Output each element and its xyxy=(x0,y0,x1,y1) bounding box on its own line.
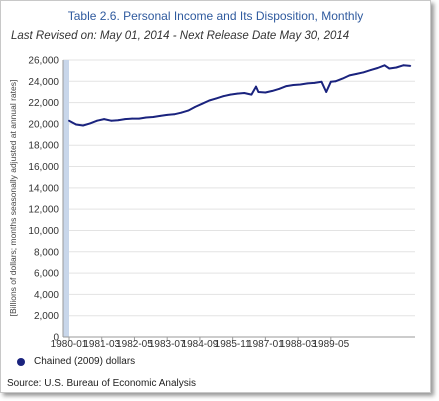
data-point xyxy=(194,106,197,108)
data-point xyxy=(299,83,302,86)
legend: Chained (2009) dollars xyxy=(17,356,135,367)
data-point xyxy=(152,116,155,118)
y-tick-label: 14,000 xyxy=(28,183,59,194)
series-line-chained-2009-dollars xyxy=(68,64,411,127)
x-tick-label: 1981-03 xyxy=(83,339,120,350)
data-point xyxy=(75,123,77,126)
data-point xyxy=(243,92,246,94)
data-point xyxy=(341,77,344,80)
data-point xyxy=(236,92,239,95)
data-point xyxy=(201,102,204,105)
x-tick-label: 1989-05 xyxy=(312,339,349,350)
data-point xyxy=(89,122,91,125)
y-tick-label: 12,000 xyxy=(28,205,59,216)
chart-frame: Table 2.6. Personal Income and Its Dispo… xyxy=(0,0,431,393)
y-tick-label: 16,000 xyxy=(28,162,59,173)
data-point xyxy=(103,118,105,120)
gridlines xyxy=(63,59,415,317)
data-point xyxy=(313,82,316,84)
data-point xyxy=(250,93,253,96)
data-point xyxy=(180,111,183,114)
y-tick-label: 2,000 xyxy=(34,311,59,322)
y-tick-label: 18,000 xyxy=(28,141,59,152)
y-tick-label: 0 xyxy=(53,333,59,344)
chart-plot: 0 2,000 4,000 6,000 8,000 10,000 12,000 14,000 1… xyxy=(8,56,415,350)
data-point xyxy=(159,115,162,117)
data-point xyxy=(68,119,70,122)
x-tick-label: 1983-07 xyxy=(149,339,186,350)
data-point xyxy=(131,117,134,120)
source-note: Source: U.S. Bureau of Economic Analysis xyxy=(7,378,196,389)
data-point xyxy=(229,93,232,96)
data-point xyxy=(334,80,337,83)
data-point xyxy=(215,97,218,100)
data-point xyxy=(124,118,126,120)
data-point xyxy=(285,85,288,87)
data-point xyxy=(409,65,412,67)
x-tick-label: 1984-09 xyxy=(182,339,219,350)
data-point xyxy=(402,64,405,67)
y-tick-labels: 0 2,000 4,000 6,000 8,000 10,000 12,000 14,000 1… xyxy=(28,56,59,344)
data-point xyxy=(376,67,379,69)
series-points xyxy=(68,64,412,127)
data-point xyxy=(166,114,169,116)
y-tick-label: 10,000 xyxy=(28,226,59,237)
y-tick-label: 8,000 xyxy=(34,247,59,258)
data-point xyxy=(138,117,141,120)
legend-label: Chained (2009) dollars xyxy=(34,356,136,367)
data-point xyxy=(383,64,386,67)
data-point xyxy=(355,73,358,75)
data-point xyxy=(264,91,267,94)
data-point xyxy=(145,116,148,119)
x-tick-label: 1987-01 xyxy=(247,339,284,350)
y-tick-label: 24,000 xyxy=(28,77,59,88)
data-point xyxy=(320,80,323,83)
x-tick-labels: 1980-011981-031982-051983-071984-091985-… xyxy=(51,337,350,350)
y-tick-label: 20,000 xyxy=(28,119,59,130)
x-tick-label: 1988-03 xyxy=(280,339,317,350)
chart-subtitle: Last Revised on: May 01, 2014 - Next Rel… xyxy=(11,30,350,42)
data-point xyxy=(96,119,98,122)
legend-marker xyxy=(17,357,25,366)
x-tick-label: 1980-01 xyxy=(51,339,88,350)
data-point xyxy=(388,67,391,70)
data-point xyxy=(348,74,351,77)
x-tick-label: 1982-05 xyxy=(116,339,153,350)
data-point xyxy=(278,87,281,90)
data-point xyxy=(395,66,398,69)
y-axis-title: [Billions of dollars; months seasonally … xyxy=(8,80,18,317)
data-point xyxy=(306,82,309,85)
x-tick-label: 1985-11 xyxy=(215,339,251,350)
data-point xyxy=(292,84,295,86)
data-point xyxy=(222,95,225,98)
data-point xyxy=(110,119,112,122)
chart-title: Table 2.6. Personal Income and Its Dispo… xyxy=(67,9,364,23)
data-point xyxy=(117,119,119,122)
y-tick-label: 4,000 xyxy=(34,290,59,301)
y-tick-label: 26,000 xyxy=(28,56,59,67)
data-point xyxy=(173,113,176,116)
data-point xyxy=(257,91,260,93)
y-axis-band xyxy=(63,60,69,337)
data-point xyxy=(325,91,328,93)
data-point xyxy=(271,90,274,92)
y-tick-label: 6,000 xyxy=(34,269,59,280)
data-point xyxy=(82,124,84,127)
data-point xyxy=(187,109,190,112)
data-point xyxy=(362,71,365,74)
y-tick-label: 22,000 xyxy=(28,98,59,109)
data-point xyxy=(208,99,211,102)
data-point xyxy=(369,69,372,71)
data-point xyxy=(329,80,332,83)
data-point xyxy=(255,85,257,88)
